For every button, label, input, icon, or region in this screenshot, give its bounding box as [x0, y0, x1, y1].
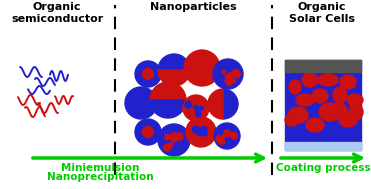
Circle shape [222, 70, 225, 74]
Text: Nanoprecipitation: Nanoprecipitation [47, 172, 153, 182]
Circle shape [201, 127, 207, 132]
Circle shape [172, 137, 177, 142]
Wedge shape [158, 70, 190, 86]
Circle shape [165, 134, 170, 140]
Circle shape [219, 138, 225, 144]
Circle shape [216, 136, 222, 142]
Circle shape [200, 129, 207, 136]
Circle shape [231, 133, 237, 139]
Circle shape [142, 127, 154, 137]
Circle shape [183, 95, 209, 121]
Circle shape [125, 87, 157, 119]
Bar [285, 142, 361, 150]
Text: Organic
Solar Cells: Organic Solar Cells [289, 2, 355, 24]
Ellipse shape [289, 80, 301, 94]
Ellipse shape [347, 94, 363, 106]
Wedge shape [150, 100, 186, 118]
Ellipse shape [340, 75, 356, 89]
Ellipse shape [349, 104, 363, 120]
Text: Organic
semiconductor: Organic semiconductor [11, 2, 103, 24]
Ellipse shape [296, 94, 314, 106]
Circle shape [186, 117, 216, 147]
Circle shape [232, 79, 235, 82]
Wedge shape [223, 89, 238, 119]
Circle shape [169, 143, 173, 147]
Ellipse shape [288, 107, 308, 123]
Circle shape [184, 50, 220, 86]
Circle shape [227, 73, 233, 79]
Wedge shape [208, 89, 223, 119]
Ellipse shape [339, 113, 357, 127]
Ellipse shape [333, 87, 347, 103]
Circle shape [223, 134, 226, 137]
Circle shape [213, 59, 243, 89]
Circle shape [196, 108, 200, 113]
Circle shape [170, 133, 178, 141]
Bar [285, 60, 361, 72]
Ellipse shape [319, 103, 341, 121]
Circle shape [142, 69, 154, 79]
Circle shape [192, 126, 199, 133]
Ellipse shape [306, 118, 324, 132]
Text: Miniemulsion: Miniemulsion [61, 163, 139, 173]
Circle shape [175, 133, 183, 140]
Circle shape [164, 144, 171, 151]
Circle shape [224, 130, 229, 135]
Wedge shape [150, 82, 186, 100]
Circle shape [196, 112, 201, 117]
Ellipse shape [312, 89, 328, 103]
Circle shape [200, 106, 203, 110]
Circle shape [214, 123, 240, 149]
Circle shape [135, 119, 161, 145]
Ellipse shape [329, 103, 347, 117]
Circle shape [135, 61, 161, 87]
Ellipse shape [285, 114, 299, 126]
Text: Coating process: Coating process [276, 163, 370, 173]
Circle shape [197, 130, 203, 135]
Circle shape [185, 101, 192, 108]
Circle shape [224, 130, 231, 137]
Wedge shape [158, 54, 190, 70]
Circle shape [196, 128, 203, 135]
Circle shape [194, 106, 197, 109]
Circle shape [194, 105, 198, 110]
Circle shape [199, 127, 207, 135]
Circle shape [225, 74, 232, 80]
Circle shape [158, 124, 190, 156]
Bar [285, 60, 361, 150]
Text: Nanoparticles: Nanoparticles [150, 2, 236, 12]
Ellipse shape [302, 73, 318, 87]
Circle shape [232, 70, 240, 78]
Circle shape [225, 77, 233, 85]
Ellipse shape [318, 74, 338, 86]
